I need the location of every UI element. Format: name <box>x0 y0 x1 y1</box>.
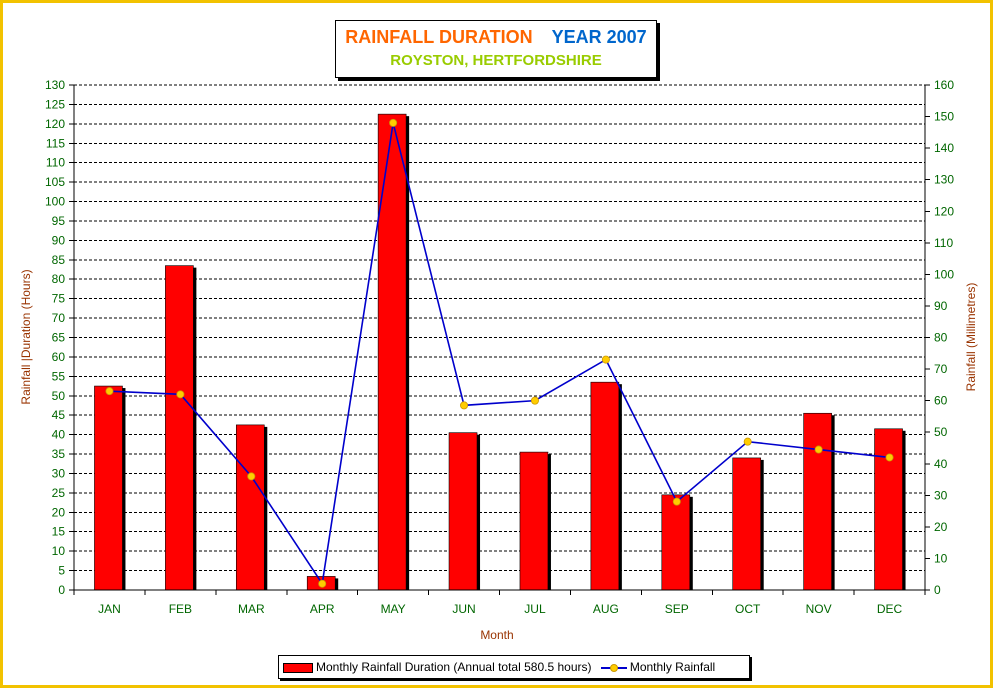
chart-title-year: YEAR 2007 <box>551 27 647 47</box>
bar <box>519 451 549 591</box>
x-tick-label: NOV <box>806 602 832 616</box>
y-tick-label-right: 130 <box>934 173 954 187</box>
line-point <box>885 453 894 462</box>
x-tick-label: JAN <box>98 602 121 616</box>
line-point <box>743 437 752 446</box>
y-tick-label-left: 70 <box>52 311 66 325</box>
y-tick-label-right: 90 <box>934 299 948 313</box>
bar <box>732 457 762 591</box>
x-tick-label: JUN <box>452 602 475 616</box>
y-tick-label-right: 70 <box>934 362 948 376</box>
x-tick-label: SEP <box>665 602 689 616</box>
bar <box>590 381 620 591</box>
line-point <box>672 497 681 506</box>
y-tick-label-left: 45 <box>52 408 66 422</box>
bar <box>661 494 691 591</box>
y-tick-label-right: 10 <box>934 551 948 565</box>
x-tick-label: AUG <box>593 602 619 616</box>
x-tick-label: MAY <box>381 602 406 616</box>
bar <box>235 424 265 591</box>
y-tick-label-left: 115 <box>46 136 65 150</box>
chart-title-box: RAINFALL DURATION YEAR 2007 ROYSTON, HER… <box>335 20 657 78</box>
y-tick-label-right: 160 <box>934 78 954 92</box>
line-point <box>105 387 114 396</box>
legend-bar-label: Monthly Rainfall Duration (Annual total … <box>316 660 592 674</box>
y-tick-label-left: 10 <box>52 544 66 558</box>
x-tick-label: OCT <box>735 602 761 616</box>
y-tick-label-left: 25 <box>52 486 66 500</box>
line-path <box>109 122 890 586</box>
y-tick-label-left: 50 <box>52 389 66 403</box>
line-point <box>601 355 610 364</box>
y-tick-label-right: 150 <box>934 110 954 124</box>
bar <box>94 385 123 591</box>
y-tick-label-right: 80 <box>934 331 948 345</box>
y-tick-label-right: 120 <box>934 204 954 218</box>
chart-subtitle: ROYSTON, HERTFORDSHIRE <box>390 52 602 69</box>
line-point <box>247 472 256 481</box>
y-tick-label-left: 40 <box>52 428 66 442</box>
chart-title: RAINFALL DURATION <box>345 27 533 47</box>
y-tick-label-left: 130 <box>45 78 65 92</box>
y-tick-label-left: 85 <box>52 253 66 267</box>
y-tick-label-right: 30 <box>934 488 948 502</box>
x-tick-label: APR <box>310 602 335 616</box>
legend-line-swatch <box>600 663 627 673</box>
bar <box>377 113 407 591</box>
y-tick-label-left: 110 <box>46 156 65 170</box>
y-tick-label-left: 60 <box>52 350 66 364</box>
y-tick-label-right: 40 <box>934 457 948 471</box>
x-tick-label: FEB <box>169 602 192 616</box>
y-tick-label-left: 75 <box>52 292 66 306</box>
y-tick-label-left: 100 <box>45 195 65 209</box>
y-tick-label-left: 15 <box>52 525 66 539</box>
y-tick-label-left: 90 <box>52 233 66 247</box>
x-tick-label: DEC <box>877 602 903 616</box>
line-point <box>460 401 469 410</box>
y-tick-label-right: 0 <box>934 583 941 597</box>
x-tick-label: JUL <box>524 602 546 616</box>
y-axis-title-left: Rainfall |Duration (Hours) <box>19 269 33 404</box>
y-tick-label-left: 30 <box>52 466 66 480</box>
gridlines <box>74 84 925 572</box>
line-point <box>389 118 398 127</box>
y-tick-label-left: 105 <box>45 175 65 189</box>
bar <box>803 412 832 591</box>
y-tick-label-left: 65 <box>52 331 66 345</box>
y-tick-label-left: 35 <box>52 447 66 461</box>
x-axis-title: Month <box>480 628 513 642</box>
legend-line-label: Monthly Rainfall <box>629 660 716 674</box>
bar-series <box>94 113 906 591</box>
y-tick-label-left: 125 <box>45 97 65 111</box>
y-tick-label-left: 80 <box>52 272 66 286</box>
y-tick-label-right: 110 <box>934 236 953 250</box>
bar <box>874 428 903 591</box>
y-tick-label-right: 140 <box>934 141 954 155</box>
line-point <box>814 445 823 454</box>
bar <box>448 432 478 591</box>
y-tick-label-left: 55 <box>52 369 66 383</box>
chart-legend: Monthly Rainfall Duration (Annual total … <box>278 655 750 679</box>
y-tick-label-left: 95 <box>52 214 66 228</box>
y-tick-label-right: 60 <box>934 394 948 408</box>
bar <box>165 265 194 591</box>
legend-bar-swatch <box>283 662 313 673</box>
y-tick-label-right: 50 <box>934 425 948 439</box>
line-point <box>176 390 185 399</box>
y-tick-label-left: 20 <box>52 505 66 519</box>
line-point <box>530 396 539 405</box>
y-tick-label-left: 120 <box>45 117 65 131</box>
axes: 0 5 10 15 20 25 30 35 40 45 50 55 60 65 70 75 80 85 90 95 10… <box>45 78 954 616</box>
x-tick-label: MAR <box>238 602 265 616</box>
line-series <box>105 118 894 588</box>
line-point <box>318 579 327 588</box>
y-tick-label-right: 100 <box>934 267 954 281</box>
y-tick-label-left: 5 <box>58 564 65 578</box>
y-axis-title-right: Rainfall (Millimetres) <box>964 283 978 392</box>
y-tick-label-left: 0 <box>58 583 65 597</box>
y-tick-label-right: 20 <box>934 520 948 534</box>
